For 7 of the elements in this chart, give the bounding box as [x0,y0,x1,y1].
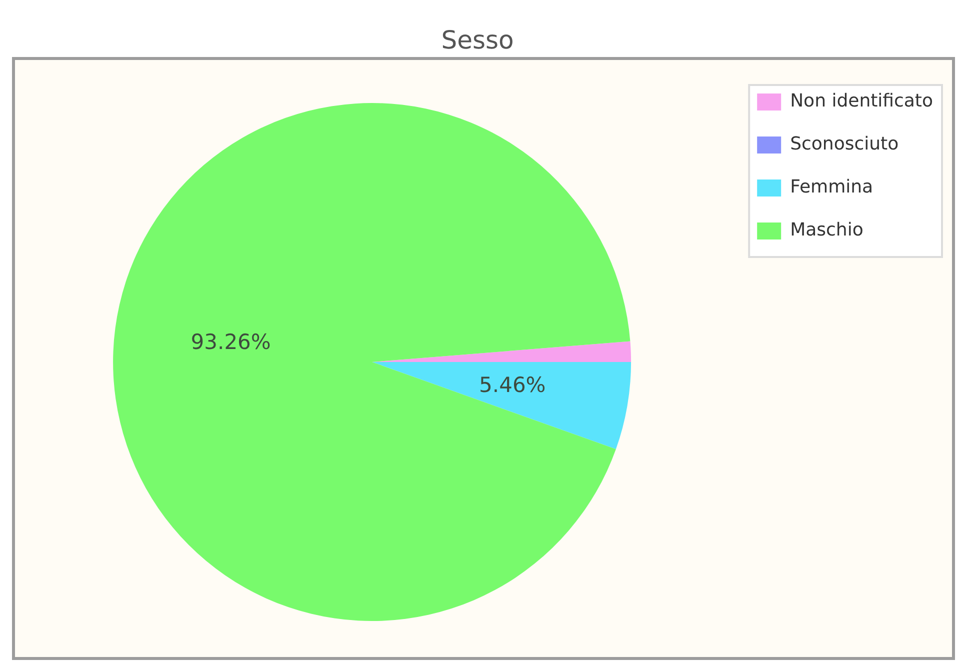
legend-label: Femmina [790,176,874,198]
legend-label: Sconosciuto [790,134,899,155]
data-label: 93.26% [190,330,271,354]
chart-title: Sesso [441,26,514,54]
data-label: 5.46% [479,372,546,397]
legend-label: Maschio [790,220,864,241]
legend-label: Non identificato [790,90,934,112]
